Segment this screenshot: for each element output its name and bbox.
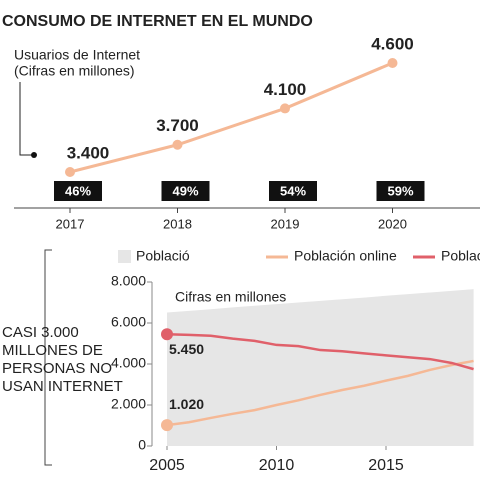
x-tick-label: 2015 bbox=[368, 457, 404, 474]
percent-label: 54% bbox=[280, 183, 306, 198]
data-label: 1.020 bbox=[169, 396, 204, 412]
point bbox=[280, 103, 290, 114]
x-tick-label: 2018 bbox=[163, 216, 192, 231]
annotation: MILLONES DE bbox=[2, 342, 103, 359]
bracket bbox=[19, 82, 33, 156]
chart-title: CONSUMO DE INTERNET EN EL MUNDO bbox=[2, 13, 313, 30]
legend-label: Población online bbox=[294, 248, 397, 264]
data-label: 5.450 bbox=[169, 341, 204, 357]
point bbox=[172, 139, 183, 150]
value-label: 4.600 bbox=[371, 34, 414, 53]
legend-swatch bbox=[118, 250, 131, 263]
percent-label: 49% bbox=[172, 183, 198, 198]
percent-box bbox=[376, 181, 425, 201]
note: Cifras en millones bbox=[175, 289, 286, 305]
percent-label: 59% bbox=[387, 183, 413, 198]
bracket bbox=[44, 249, 52, 466]
point bbox=[161, 328, 173, 341]
percent-box bbox=[161, 181, 210, 201]
annotation: PERSONAS NO bbox=[2, 360, 112, 377]
legend-label: Població bbox=[136, 248, 190, 264]
point bbox=[387, 58, 398, 68]
bracket-dot bbox=[31, 152, 37, 158]
annotation: CASI 3.000 bbox=[2, 324, 79, 341]
y-tick-label: 8.000 bbox=[111, 273, 146, 289]
value-label: 3.400 bbox=[67, 143, 110, 162]
value-label: 4.100 bbox=[264, 80, 307, 99]
y-tick-label: 0 bbox=[138, 437, 146, 453]
x-tick-label: 2020 bbox=[378, 216, 407, 231]
area bbox=[167, 289, 474, 446]
x-tick-label: 2010 bbox=[259, 457, 295, 474]
percent-box bbox=[54, 181, 102, 201]
line bbox=[166, 359, 474, 427]
line bbox=[166, 333, 474, 371]
x-tick-label: 2005 bbox=[149, 457, 185, 474]
y-tick-label: 4.000 bbox=[111, 355, 146, 371]
percent-label: 46% bbox=[65, 183, 91, 198]
axis-label: (Cifras en millones) bbox=[14, 63, 135, 79]
value-label: 3.700 bbox=[156, 116, 199, 135]
annotation: USAN INTERNET bbox=[2, 378, 123, 395]
percent-box bbox=[269, 181, 317, 201]
legend-label: Población Offline bbox=[441, 248, 480, 264]
point bbox=[161, 419, 173, 432]
line bbox=[69, 61, 394, 174]
axis-label: Usuarios de Internet bbox=[14, 47, 140, 63]
y-tick-label: 2.000 bbox=[111, 396, 146, 412]
x-tick-label: 2019 bbox=[271, 216, 300, 231]
y-tick-label: 6.000 bbox=[111, 314, 146, 330]
x-tick-label: 2017 bbox=[56, 216, 85, 231]
point bbox=[65, 167, 75, 177]
